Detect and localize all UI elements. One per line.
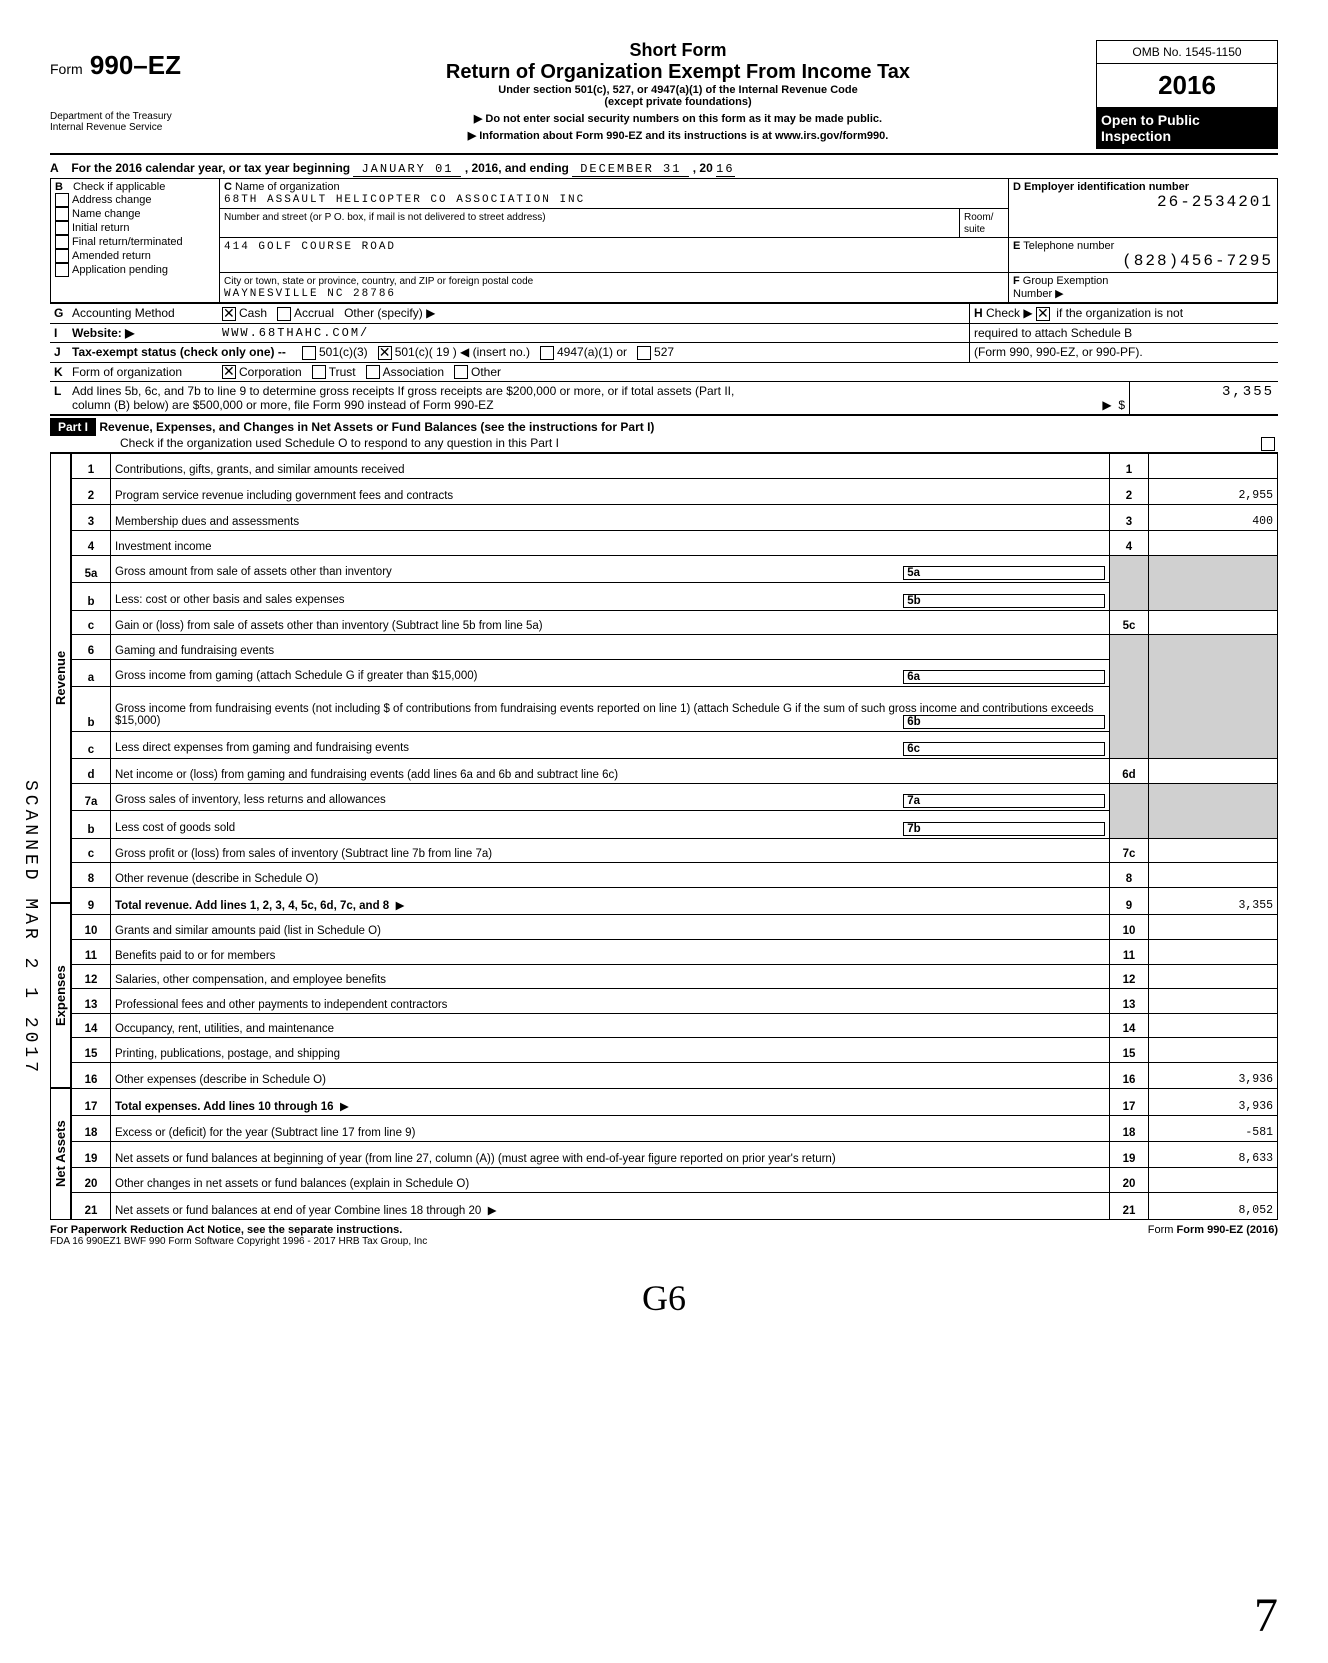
expenses-label: Expenses (50, 903, 71, 1088)
org-name: 68TH ASSAULT HELICOPTER CO ASSOCIATION I… (224, 194, 585, 206)
header-grid: BCheck if applicable Address change Name… (50, 178, 1278, 303)
phone: (828)456-7295 (1013, 252, 1273, 270)
handwritten-initials: G6 (50, 1277, 1278, 1319)
except: (except private foundations) (270, 96, 1086, 108)
part1-header: Part I Revenue, Expenses, and Changes in… (50, 415, 1278, 453)
form-header: Form 990–EZ Department of the Treasury I… (50, 40, 1278, 149)
scanned-stamp: SCANNED MAR 2 1 2017 (20, 780, 40, 1076)
street: 414 GOLF COURSE ROAD (224, 241, 396, 253)
ssn-warning: Do not enter social security numbers on … (270, 112, 1086, 125)
line-k: KForm of organization Corporation Trust … (50, 362, 1278, 382)
line-a: A For the 2016 calendar year, or tax yea… (50, 159, 1278, 178)
dept: Department of the Treasury Internal Reve… (50, 111, 260, 133)
city: WAYNESVILLE NC 28786 (224, 288, 396, 300)
short-form-title: Short Form (270, 40, 1086, 61)
omb: OMB No. 1545-1150 (1097, 41, 1277, 64)
lines-table: 1Contributions, gifts, grants, and simil… (71, 453, 1278, 1220)
line-g-h: GAccounting Method Cash Accrual Other (s… (50, 303, 1278, 323)
ein: 26-2534201 (1013, 193, 1273, 211)
footer-bottom: FDA 16 990EZ1 BWF 990 Form Software Copy… (50, 1236, 1278, 1247)
subtitle: Under section 501(c), 527, or 4947(a)(1)… (270, 84, 1086, 96)
footer: For Paperwork Reduction Act Notice, see … (50, 1224, 1278, 1236)
tax-year: 2016 (1097, 64, 1277, 108)
line-j: JTax-exempt status (check only one) -- 5… (50, 342, 1278, 362)
line-l: LAdd lines 5b, 6c, and 7b to line 9 to d… (50, 381, 1278, 415)
main-title: Return of Organization Exempt From Incom… (270, 61, 1086, 84)
form-number: Form 990–EZ (50, 50, 260, 81)
revenue-label: Revenue (50, 453, 71, 903)
open-public: Open to Public Inspection (1097, 108, 1277, 148)
netassets-label: Net Assets (50, 1088, 71, 1220)
info-line: Information about Form 990-EZ and its in… (270, 129, 1086, 142)
line-i: IWebsite: ▶ WWW.68THAHC.COM/ required to… (50, 323, 1278, 342)
part1-body: Revenue Expenses Net Assets 1Contributio… (50, 453, 1278, 1220)
right-box: OMB No. 1545-1150 2016 Open to Public In… (1096, 40, 1278, 149)
page-number: 7 (1254, 1588, 1278, 1643)
